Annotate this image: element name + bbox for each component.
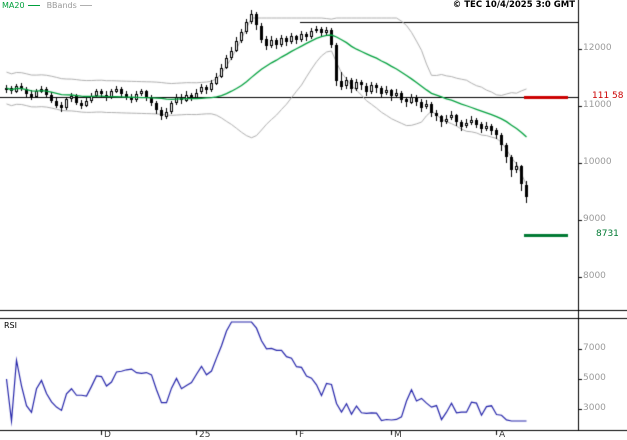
rsi-panel-label: RSI: [4, 321, 17, 330]
price-tick-8000: 8000: [583, 271, 606, 281]
copyright-notice: © TEC 10/4/2025 3:0 GMT: [450, 0, 577, 10]
bbands-line-swatch: [79, 5, 92, 6]
price-tick-12000: 12000: [583, 43, 612, 53]
rsi-tick-50: 5000: [583, 373, 606, 383]
rsi-tick-30: 3000: [583, 403, 606, 413]
x-tick-april: A: [499, 430, 506, 440]
price-tick-9000: 9000: [583, 214, 606, 224]
x-tick-january-25: 25: [199, 430, 211, 440]
bbands-legend-label: BBands: [46, 1, 77, 10]
ma20-line-swatch: [27, 5, 40, 6]
support-level-label: 8731: [596, 229, 619, 239]
price-tick-10000: 10000: [583, 157, 612, 167]
x-tick-february: F: [299, 430, 305, 440]
ma20-legend-label: MA20: [2, 1, 25, 10]
x-tick-december: D: [104, 430, 111, 440]
rsi-tick-70: 7000: [583, 343, 606, 353]
resistance-level-label: 111 58: [592, 91, 624, 101]
indicator-legend: MA20 BBands: [2, 1, 99, 10]
x-tick-march: M: [394, 430, 402, 440]
price-tick-11000: 11000: [583, 100, 612, 110]
